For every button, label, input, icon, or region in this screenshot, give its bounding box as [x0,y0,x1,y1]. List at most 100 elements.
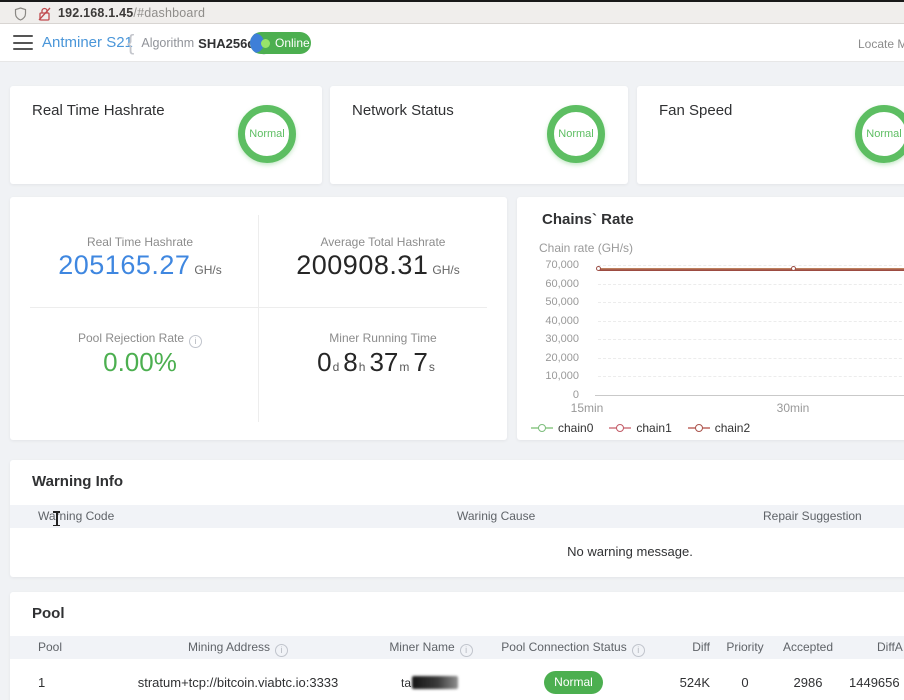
gridline [598,284,904,285]
miner-name-cell: ta [401,675,511,690]
y-tick: 30,000 [545,333,579,345]
algorithm-label: Algorithm [141,36,195,50]
col-miner-name: Miner Name i [351,640,511,657]
label-text: Pool Rejection Rate [77,331,185,345]
average-hashrate-label: Average Total Hashrate [320,235,446,249]
legend-item-chain1[interactable]: chain1 [609,421,672,435]
status-ring: Normal [855,105,904,163]
col-pool-connection-status: Pool Connection Status i [473,640,673,657]
brand-title[interactable]: Antminer S21 [42,34,133,51]
status-text: Normal [866,128,902,140]
col-label: Pool Connection Status [501,640,627,654]
seconds-number: 7 [413,347,428,377]
legend-item-chain2[interactable]: chain2 [687,421,751,435]
col-priority: Priority [726,640,764,654]
text-cursor [52,511,61,526]
minutes-unit: m [399,360,410,374]
value-number: 200908.31 [296,250,429,280]
value-number: 205165.27 [58,250,191,280]
pool-rejection-label: Pool Rejection Rate i [40,331,240,348]
divider [30,307,487,308]
col-diffa: DiffA [877,640,903,654]
gridline [598,376,904,377]
toggle-thumb [250,33,264,53]
seconds-unit: s [428,360,435,374]
online-label: Online [275,36,310,50]
online-dot-icon [261,39,270,48]
hashrate-stats-panel: Real Time Hashrate 205165.27 GH/s Average… [10,197,507,440]
info-icon[interactable]: i [275,643,289,657]
browser-address-bar[interactable]: 192.168.1.45/#dashboard [0,2,904,24]
value-unit: GH/s [432,263,460,277]
y-tick: 50,000 [545,296,579,308]
info-icon[interactable]: i [631,643,645,657]
x-tick: 15min [570,401,604,415]
legend-label: chain0 [558,421,594,435]
tracking-protection-shield-icon[interactable] [14,7,27,21]
legend-marker-icon [687,424,710,432]
gridline [598,321,904,322]
mining-address-cell: stratum+tcp://bitcoin.viabtc.io:3333 [137,675,339,690]
card-network-status: Network Status Normal [330,86,628,184]
warning-table-header: Warning Code Warinig Cause Repair Sugges… [10,505,904,528]
info-icon[interactable]: i [459,643,473,657]
card-title: Real Time Hashrate [32,102,165,119]
col-label: Miner Name [389,640,455,654]
data-point-marker[interactable] [791,266,796,271]
card-title: Network Status [352,102,454,119]
col-mining-address: Mining Address i [148,640,328,657]
diffa-cell: 1449656 [849,675,900,690]
col-pool: Pool [38,640,63,654]
y-tick: 10,000 [545,370,579,382]
running-time-label: Miner Running Time [329,331,437,345]
locate-miner-link[interactable]: Locate Mi [858,37,904,51]
warning-info-panel: Warning Info Warning Code Warinig Cause … [10,460,904,577]
info-icon[interactable]: i [189,334,203,348]
chains-rate-chart-panel: Chains` Rate Chain rate (GH/s) 70,000 60… [517,197,904,440]
card-real-time-hashrate: Real Time Hashrate Normal [10,86,322,184]
url-path-text: /#dashboard [133,6,206,20]
status-ring: Normal [547,105,605,163]
accepted-cell: 2986 [793,675,823,690]
status-text: Normal [558,128,594,140]
legend-label: chain2 [714,421,751,435]
gridline [598,358,904,359]
url-host-text: 192.168.1.45 [58,6,134,20]
insecure-lock-icon[interactable] [38,7,51,21]
x-axis-line [595,395,904,396]
y-tick: 70,000 [545,259,579,271]
x-tick: 30min [776,401,810,415]
card-title: Fan Speed [659,102,733,119]
divider [258,215,259,422]
y-tick: 20,000 [545,352,579,364]
brace-left: { [127,30,135,55]
legend-marker-icon [531,424,553,432]
pool-table-header: Pool Mining Address i Miner Name i Pool Co… [10,636,904,659]
data-point-marker[interactable] [596,266,601,271]
average-hashrate-value: 200908.31 GH/s [258,250,498,281]
days-number: 0 [317,347,332,377]
gridline [598,339,904,340]
legend-marker-icon [609,424,632,432]
y-tick: 60,000 [545,278,579,290]
gridline [598,265,904,266]
menu-hamburger-icon[interactable] [13,35,33,50]
days-unit: d [332,360,340,374]
algorithm-group: { Algorithm SHA256d } [127,30,270,56]
online-status-toggle[interactable]: Online [250,32,311,54]
chart-legend: chain0 chain1 chain2 [531,421,766,435]
hours-unit: h [358,360,366,374]
legend-item-chain0[interactable]: chain0 [531,421,593,435]
running-time-value: 0d 8h 37m 7s [258,347,498,378]
value-number: 0.00% [103,347,177,377]
redacted-miner-name [412,676,459,689]
diff-cell: 524K [679,675,710,690]
url-host[interactable]: 192.168.1.45/#dashboard [58,6,205,20]
minutes-number: 37 [369,347,399,377]
col-repair-suggestion: Repair Suggestion [763,509,862,523]
col-label: Mining Address [187,640,271,654]
warning-section-title: Warning Info [32,473,124,490]
priority-cell: 0 [741,675,749,690]
y-tick: 40,000 [545,315,579,327]
status-ring: Normal [238,105,296,163]
